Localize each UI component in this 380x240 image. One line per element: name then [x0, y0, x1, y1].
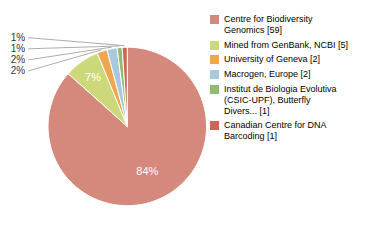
svg-text:1%: 1%	[11, 43, 26, 54]
html-text:Mined from GenBank, NCBI [5]: Mined from GenBank, NCBI [5]	[224, 39, 349, 50]
html-text:Canadian Centre for DNA Barcod: Canadian Centre for DNA Barcoding [1]	[224, 120, 327, 142]
svg-text:1%: 1%	[11, 32, 26, 43]
html-text:Centre for Biodiversity Genomi: Centre for Biodiversity Genomics [59]	[224, 14, 313, 35]
html-text:Macrogen, Europe [2]: Macrogen, Europe [2]	[224, 69, 311, 80]
svg-text:84%: 84%	[136, 165, 158, 177]
html-text:University of Geneva [2]: University of Geneva [2]	[224, 54, 320, 65]
svg-text:7%: 7%	[85, 71, 101, 83]
svg-text:2%: 2%	[11, 54, 26, 65]
html-text:Institut de Biologia Evolutiva: Institut de Biologia Evolutiva (CSIC-UPF…	[224, 84, 337, 116]
svg-text:2%: 2%	[11, 65, 26, 76]
